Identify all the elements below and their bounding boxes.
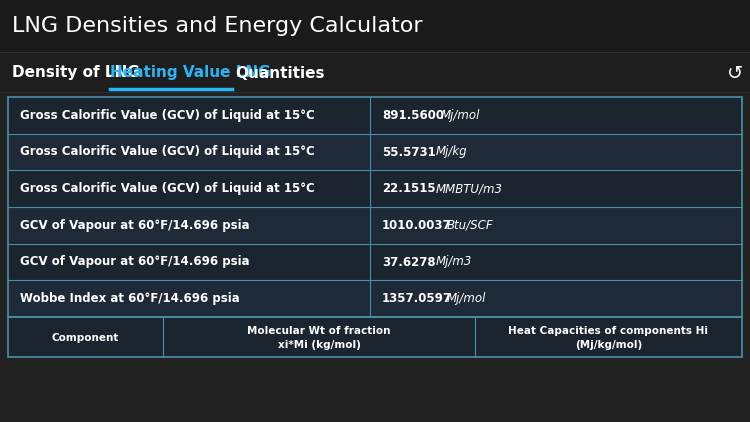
Bar xyxy=(0,0,750,52)
Text: Component: Component xyxy=(52,333,119,343)
Text: LNG Densities and Energy Calculator: LNG Densities and Energy Calculator xyxy=(12,16,423,36)
Text: Mj/kg: Mj/kg xyxy=(436,146,467,159)
Text: 37.6278: 37.6278 xyxy=(382,255,436,268)
Text: Mj/mol: Mj/mol xyxy=(441,109,480,122)
Bar xyxy=(0,52,750,92)
Text: xi*Mi (kg/mol): xi*Mi (kg/mol) xyxy=(278,340,361,350)
Bar xyxy=(8,170,742,207)
Text: ↺: ↺ xyxy=(727,63,743,82)
Text: Heating Value LNG: Heating Value LNG xyxy=(110,65,271,81)
Text: 22.1515: 22.1515 xyxy=(382,182,436,195)
Text: GCV of Vapour at 60°F/14.696 psia: GCV of Vapour at 60°F/14.696 psia xyxy=(20,219,250,232)
Bar xyxy=(8,97,742,317)
Text: (Mj/kg/mol): (Mj/kg/mol) xyxy=(574,340,642,350)
Text: Gross Calorific Value (GCV) of Liquid at 15°C: Gross Calorific Value (GCV) of Liquid at… xyxy=(20,182,315,195)
Text: 55.5731: 55.5731 xyxy=(382,146,436,159)
Bar xyxy=(8,317,742,357)
Text: Gross Calorific Value (GCV) of Liquid at 15°C: Gross Calorific Value (GCV) of Liquid at… xyxy=(20,109,315,122)
Text: Quantities: Quantities xyxy=(235,65,325,81)
Bar xyxy=(8,243,742,280)
Bar xyxy=(8,134,742,170)
Bar xyxy=(8,207,742,243)
Text: Molecular Wt of fraction: Molecular Wt of fraction xyxy=(248,326,391,336)
Text: Heat Capacities of components Hi: Heat Capacities of components Hi xyxy=(509,326,709,336)
Text: 1010.0037: 1010.0037 xyxy=(382,219,452,232)
Text: Density of LNG: Density of LNG xyxy=(12,65,140,81)
Text: GCV of Vapour at 60°F/14.696 psia: GCV of Vapour at 60°F/14.696 psia xyxy=(20,255,250,268)
Text: Wobbe Index at 60°F/14.696 psia: Wobbe Index at 60°F/14.696 psia xyxy=(20,292,240,305)
Bar xyxy=(8,97,742,134)
Text: 1357.0597: 1357.0597 xyxy=(382,292,452,305)
Bar xyxy=(8,280,742,317)
Text: Gross Calorific Value (GCV) of Liquid at 15°C: Gross Calorific Value (GCV) of Liquid at… xyxy=(20,146,315,159)
Text: Mj/mol: Mj/mol xyxy=(446,292,486,305)
Text: Mj/m3: Mj/m3 xyxy=(436,255,472,268)
Text: Btu/SCF: Btu/SCF xyxy=(446,219,494,232)
Bar xyxy=(8,317,742,357)
Text: 891.5600: 891.5600 xyxy=(382,109,444,122)
Text: MMBTU/m3: MMBTU/m3 xyxy=(436,182,502,195)
